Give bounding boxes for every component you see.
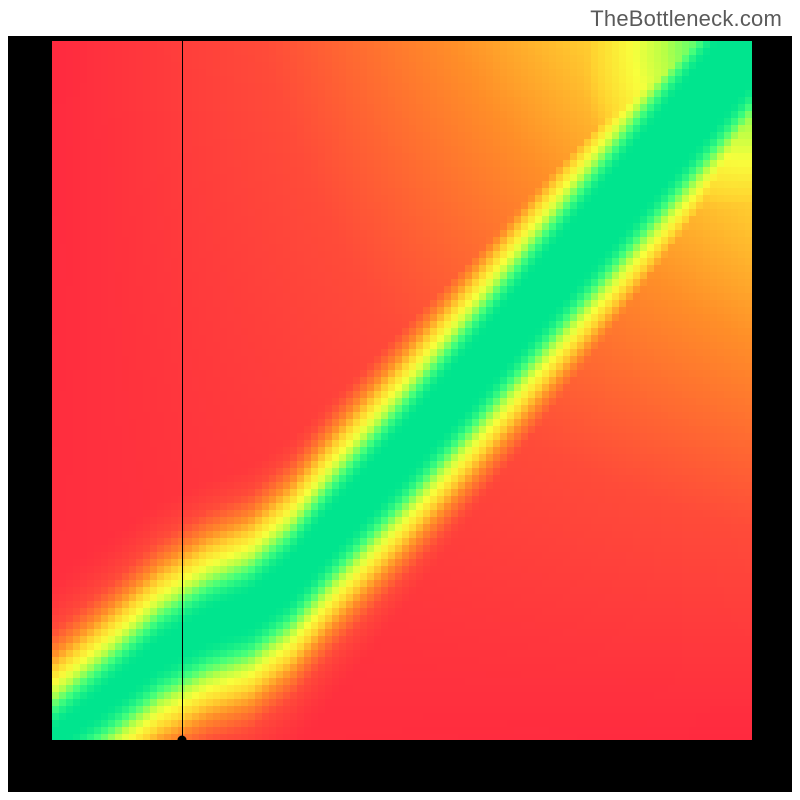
root: TheBottleneck.com <box>0 0 800 800</box>
plot-frame <box>8 36 792 792</box>
heatmap-area <box>52 41 752 741</box>
watermark-text: TheBottleneck.com <box>590 6 782 32</box>
heatmap-canvas <box>52 41 752 741</box>
